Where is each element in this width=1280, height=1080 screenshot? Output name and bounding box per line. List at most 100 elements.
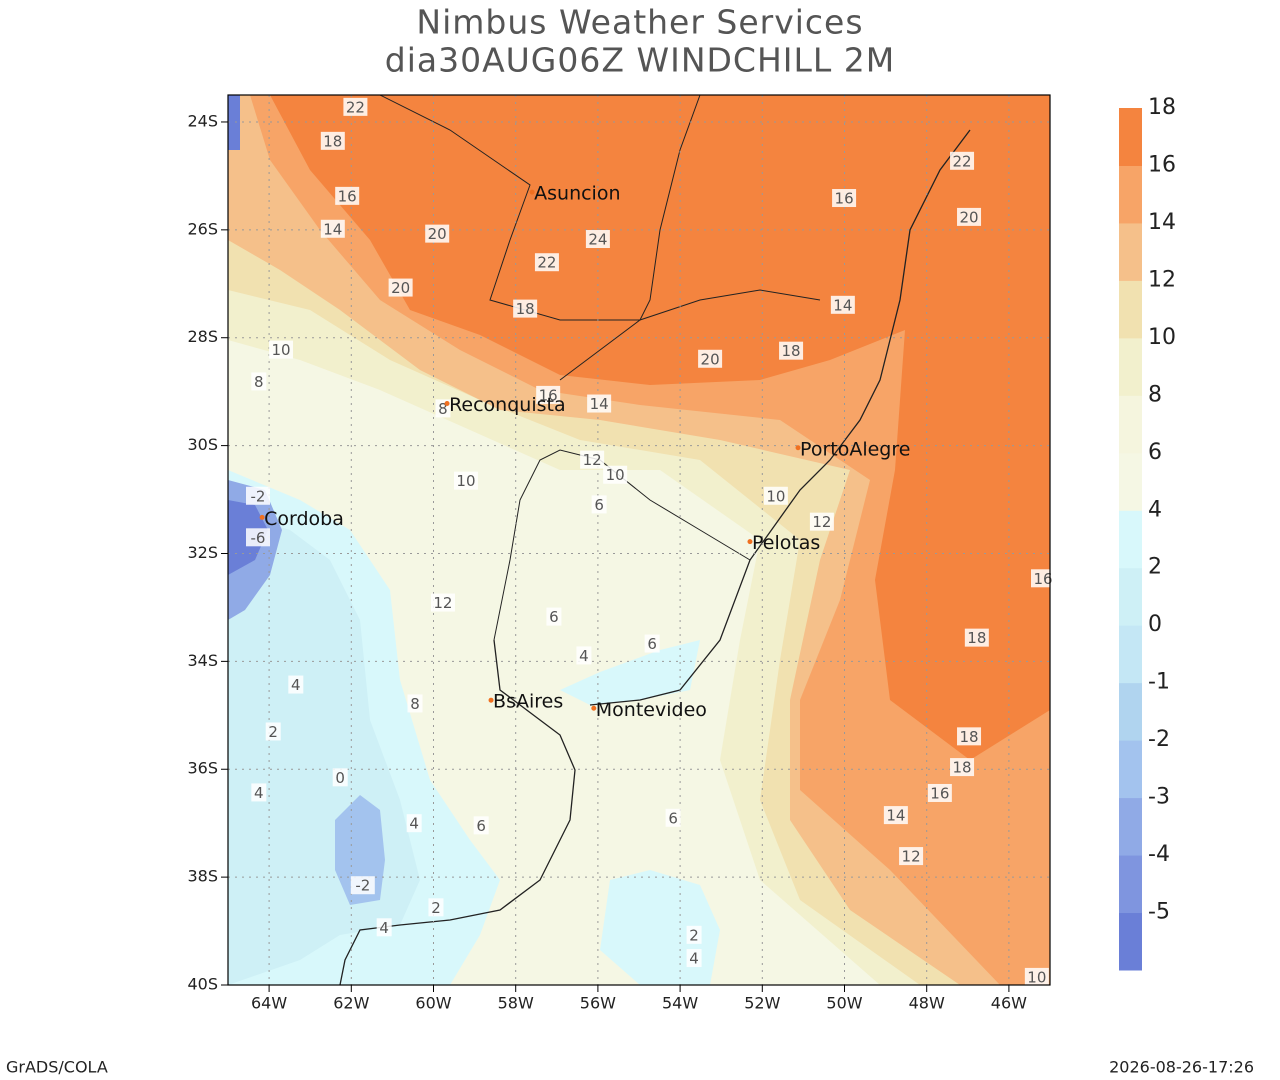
- contour-label: 12: [583, 451, 602, 469]
- label-box: [698, 349, 723, 368]
- city-name: Pelotas: [752, 532, 820, 554]
- contour-label: 22: [952, 152, 971, 170]
- x-tick-label: 56W: [580, 994, 616, 1013]
- contour-label: 12: [902, 848, 921, 866]
- colorbar-label: -3: [1148, 785, 1170, 810]
- contour-label: 4: [579, 647, 589, 665]
- contour-label: 18: [323, 132, 342, 150]
- colorbar-swatch: [1119, 337, 1142, 396]
- contour-label: 16: [1033, 570, 1052, 588]
- y-tick-label: 34S: [187, 651, 218, 670]
- shade-region: [560, 640, 700, 705]
- contour-label: -2: [251, 487, 266, 505]
- contour-label: -6: [251, 529, 266, 547]
- label-box: [883, 806, 908, 825]
- contour-label: 20: [391, 279, 410, 297]
- colorbar-label: 0: [1148, 612, 1162, 637]
- x-tick-label: 54W: [662, 994, 698, 1013]
- y-tick-label: 30S: [187, 435, 218, 454]
- colorbar-swatch: [1119, 855, 1142, 914]
- city-name: Reconquista: [449, 394, 566, 416]
- city-name: Asuncion: [534, 183, 620, 205]
- label-box: [832, 189, 857, 208]
- y-tick-label: 36S: [187, 759, 218, 778]
- contour-label: 18: [516, 300, 535, 318]
- contour-label: 2: [268, 723, 278, 741]
- label-box: [927, 783, 952, 802]
- label-box: [1024, 967, 1049, 986]
- colorbar-label: 4: [1148, 497, 1162, 522]
- contour-label: 24: [588, 231, 607, 249]
- footer-left: GrADS/COLA: [6, 1058, 108, 1077]
- label-box: [536, 385, 561, 404]
- label-box: [779, 341, 804, 360]
- label-box: [269, 340, 294, 359]
- contour-label: 18: [952, 759, 971, 777]
- contour-label: 6: [647, 635, 657, 653]
- colorbar-label: 18: [1148, 95, 1176, 120]
- label-box: [763, 486, 788, 505]
- colorbar-label: 8: [1148, 382, 1162, 407]
- contour-label: 10: [1027, 968, 1046, 986]
- city-marker: [795, 445, 801, 451]
- city-marker: [488, 697, 494, 703]
- label-box: [1031, 569, 1056, 588]
- contour-label: 18: [782, 342, 801, 360]
- contour-label: 16: [539, 386, 558, 404]
- contour-label: 6: [668, 809, 678, 827]
- footer-right: 2026-08-26-17:26: [1109, 1058, 1254, 1077]
- label-box: [350, 876, 375, 895]
- label-box: [534, 253, 559, 272]
- contour-label: 14: [590, 395, 609, 413]
- contour-label: 6: [476, 817, 486, 835]
- label-box: [964, 628, 989, 647]
- colorbar-label: 2: [1148, 555, 1162, 580]
- city-name: Cordoba: [264, 508, 344, 530]
- colorbar-swatch: [1119, 912, 1142, 971]
- y-tick-label: 28S: [187, 327, 218, 346]
- label-box: [644, 634, 660, 653]
- label-box: [576, 646, 592, 665]
- label-box: [288, 675, 304, 694]
- label-box: [406, 814, 422, 833]
- x-tick-label: 62W: [333, 994, 369, 1013]
- contour-label: 14: [833, 296, 852, 314]
- contour-label: 2: [689, 926, 699, 944]
- colorbar-swatch: [1119, 108, 1142, 166]
- shade-region: [270, 95, 1050, 760]
- contour-label: 4: [291, 676, 301, 694]
- label-box: [950, 151, 975, 170]
- contour-label: 14: [323, 220, 342, 238]
- colorbar-swatch: [1119, 625, 1142, 684]
- colorbar-swatch: [1119, 395, 1142, 454]
- colorbar-swatch: [1119, 797, 1142, 856]
- x-tick-label: 48W: [909, 994, 945, 1013]
- colorbar-label: 6: [1148, 440, 1162, 465]
- city-marker: [747, 539, 753, 545]
- colorbar-swatch: [1119, 567, 1142, 626]
- contour-label: 18: [959, 728, 978, 746]
- contour-label: 6: [549, 608, 559, 626]
- x-tick-label: 58W: [498, 994, 534, 1013]
- contour-label: 8: [410, 695, 420, 713]
- label-box: [546, 607, 562, 626]
- contour-label: 4: [689, 950, 699, 968]
- label-box: [388, 278, 413, 297]
- x-tick-label: 52W: [744, 994, 780, 1013]
- y-tick-label: 38S: [187, 867, 218, 886]
- contour-label: 2: [431, 899, 441, 917]
- label-box: [830, 295, 855, 314]
- y-tick-label: 32S: [187, 543, 218, 562]
- contour-label: 10: [271, 341, 290, 359]
- contour-label: 0: [335, 769, 345, 787]
- label-box: [665, 808, 681, 827]
- label-box: [950, 758, 975, 777]
- contour-label: 20: [701, 350, 720, 368]
- label-box: [580, 450, 605, 469]
- label-box: [587, 394, 612, 413]
- label-box: [957, 727, 982, 746]
- colorbar-swatch: [1119, 510, 1142, 569]
- contour-label: 18: [967, 629, 986, 647]
- label-box: [957, 207, 982, 226]
